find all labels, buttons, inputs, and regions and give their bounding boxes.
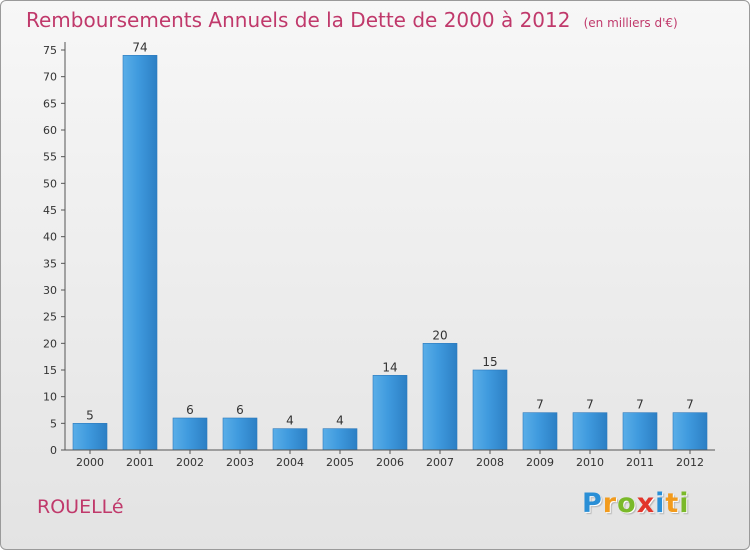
place-name: ROUELLé xyxy=(37,496,124,518)
bar-2004 xyxy=(272,428,308,451)
x-tick-label: 2008 xyxy=(476,456,504,469)
chart-unit-note: (en milliers d'€) xyxy=(583,16,678,30)
bar-value-label: 7 xyxy=(586,398,594,412)
bars-group: 5 74 6 6 4 4 14 20 15 7 7 7 7 xyxy=(72,40,708,451)
bar-value-label: 74 xyxy=(132,40,147,54)
y-tick-label: 60 xyxy=(43,124,57,137)
logo-letter: i xyxy=(679,488,690,519)
y-axis: 0 5 10 15 20 25 30 35 40 45 50 55 60 65 70 75 xyxy=(43,42,66,457)
bar-value-label: 20 xyxy=(432,328,447,342)
x-tick-label: 2001 xyxy=(126,456,154,469)
bar-value-label: 4 xyxy=(286,414,294,428)
x-tick-label: 2002 xyxy=(176,456,204,469)
bar-2012 xyxy=(672,412,708,451)
bar-2009 xyxy=(522,412,558,451)
proxiti-logo: Proxiti xyxy=(582,488,690,519)
x-tick-label: 2007 xyxy=(426,456,454,469)
bar-value-label: 4 xyxy=(336,414,344,428)
bar-value-label: 6 xyxy=(186,403,194,417)
y-tick-label: 20 xyxy=(43,337,57,350)
x-tick-label: 2010 xyxy=(576,456,604,469)
y-tick-label: 10 xyxy=(43,391,57,404)
bar-value-label: 7 xyxy=(686,398,694,412)
bar-2002 xyxy=(172,417,208,451)
logo-letter: i xyxy=(655,488,666,519)
x-axis: 2000 2001 2002 2003 2004 2005 2006 2007 2008 2009… xyxy=(65,449,715,469)
bar-2007 xyxy=(422,343,458,451)
bar-value-label: 15 xyxy=(482,355,497,369)
y-tick-label: 65 xyxy=(43,97,57,110)
y-tick-label: 40 xyxy=(43,231,57,244)
y-tick-label: 70 xyxy=(43,71,57,84)
y-tick-label: 45 xyxy=(43,204,57,217)
bar-2008 xyxy=(472,369,508,451)
chart-title: Remboursements Annuels de la Dette de 20… xyxy=(26,8,571,32)
y-tick-label: 30 xyxy=(43,284,57,297)
bar-2000 xyxy=(72,423,108,451)
x-tick-label: 2009 xyxy=(526,456,554,469)
logo-letter: r xyxy=(602,488,618,519)
y-tick-label: 50 xyxy=(43,177,57,190)
x-tick-label: 2005 xyxy=(326,456,354,469)
y-tick-label: 15 xyxy=(43,364,57,377)
x-tick-label: 2000 xyxy=(76,456,104,469)
x-tick-label: 2012 xyxy=(676,456,704,469)
bar-value-label: 7 xyxy=(636,398,644,412)
logo-letter: x xyxy=(636,488,656,519)
logo-letter: P xyxy=(582,488,603,519)
bar-value-label: 7 xyxy=(536,398,544,412)
logo-letter: t xyxy=(665,488,680,519)
y-tick-label: 75 xyxy=(43,44,57,57)
logo-letter: o xyxy=(617,488,637,519)
x-tick-label: 2003 xyxy=(226,456,254,469)
y-tick-label: 35 xyxy=(43,257,57,270)
bar-2005 xyxy=(322,428,358,451)
y-tick-label: 0 xyxy=(50,444,57,457)
bar-2011 xyxy=(622,412,658,451)
bar-value-label: 14 xyxy=(382,360,397,374)
bar-2006 xyxy=(372,375,408,451)
y-tick-label: 5 xyxy=(50,417,57,430)
bar-2010 xyxy=(572,412,608,451)
bar-value-label: 6 xyxy=(236,403,244,417)
bar-2001 xyxy=(122,55,158,451)
y-tick-label: 55 xyxy=(43,151,57,164)
y-tick-label: 25 xyxy=(43,311,57,324)
x-tick-label: 2006 xyxy=(376,456,404,469)
bar-value-label: 5 xyxy=(86,408,94,422)
x-tick-label: 2004 xyxy=(276,456,304,469)
x-tick-label: 2011 xyxy=(626,456,654,469)
bar-2003 xyxy=(222,417,258,451)
chart-title-block: Remboursements Annuels de la Dette de 20… xyxy=(26,8,678,32)
